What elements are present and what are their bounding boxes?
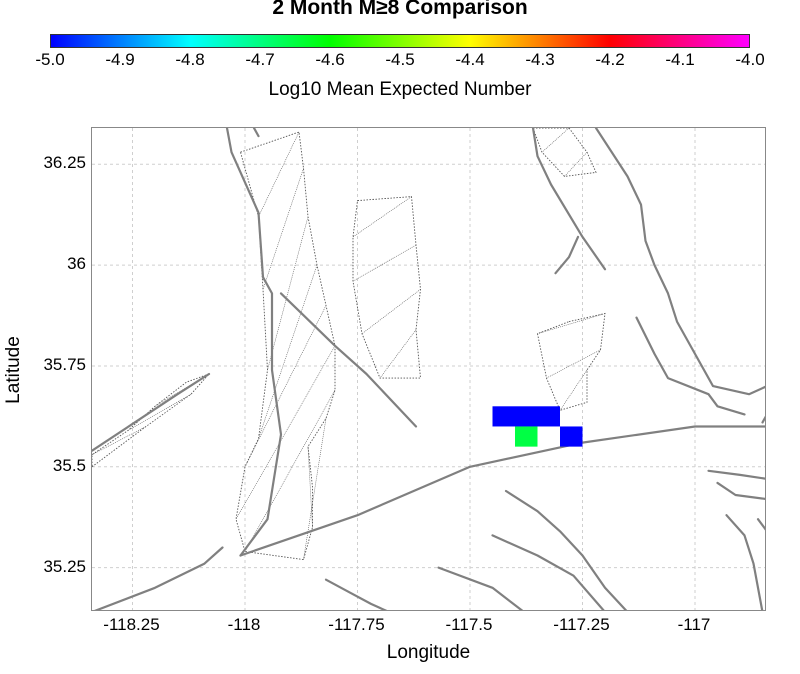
fault-zone-hatch [258, 265, 318, 439]
colorbar-tick-label: -4.1 [665, 50, 695, 69]
fault-zone-hatch [267, 216, 309, 371]
colorbar-tick-label: -4.6 [315, 50, 345, 69]
colorbar-tick-label: -5.0 [35, 50, 65, 69]
colorbar-tick-label: -4.9 [105, 50, 135, 69]
fault-zone-outline [352, 196, 421, 379]
fault-zone-hatch [537, 313, 606, 334]
y-tick-label: 36 [67, 254, 86, 274]
colorbar-tick-label: -4.7 [245, 50, 275, 69]
fault-zone-hatch [361, 289, 421, 334]
map-title: 2 Month M≥8 Comparison [272, 0, 528, 19]
colorbar-tick-label: -4.0 [735, 50, 765, 69]
fault-line [761, 415, 765, 424]
fault-zone-hatch [546, 349, 601, 379]
fault-zone-hatch [262, 168, 304, 290]
x-tick-label: -117.75 [328, 615, 385, 634]
map-canvas [92, 128, 765, 610]
colorbar-tick-label: -4.2 [595, 50, 625, 69]
forecast-cell [515, 426, 538, 447]
x-tick-label: -118 [227, 615, 261, 634]
fault-zone-hatch [541, 128, 570, 153]
fault-line [92, 372, 211, 452]
fault-line [491, 534, 605, 610]
fault-zone-outline [235, 131, 336, 561]
x-tick-label: -117.5 [445, 615, 493, 634]
x-axis-label: Longitude [386, 642, 471, 663]
fault-line [707, 469, 765, 480]
map-plot-area [91, 127, 766, 611]
fault-line [531, 128, 607, 271]
fault-line [635, 316, 746, 416]
fault-zone-hatch [258, 131, 300, 217]
fault-line [279, 292, 418, 428]
fault-line [437, 566, 524, 610]
fault-zone-outline [536, 312, 606, 411]
colorbar-tick-label: -4.3 [525, 50, 555, 69]
x-tick-label: -117.25 [553, 615, 610, 634]
fault-zone-outline [92, 373, 210, 468]
colorbar-label: Log10 Mean Expected Number [268, 79, 532, 100]
fault-zone-hatch [564, 151, 588, 177]
y-axis-label: Latitude [3, 336, 24, 404]
fault-line [716, 481, 765, 500]
x-tick-label: -118.25 [103, 615, 160, 634]
fault-zone-outline [532, 128, 597, 177]
forecast-cell [492, 406, 560, 427]
x-tick-label: -117 [677, 615, 711, 634]
fault-zone-hatch [92, 426, 147, 455]
y-tick-label: 36.25 [43, 153, 86, 173]
fault-line [504, 489, 628, 610]
fault-zone-hatch [307, 446, 313, 528]
y-tick-label: 35.25 [43, 556, 86, 576]
colorbar [50, 34, 750, 48]
fault-line [239, 425, 765, 557]
colorbar-tick-label: -4.4 [455, 50, 485, 69]
y-tick-label: 35.5 [52, 455, 86, 475]
fault-line [324, 578, 388, 610]
fault-zone-hatch [352, 196, 412, 238]
y-tick-label: 35.75 [43, 354, 86, 374]
fault-line [554, 235, 580, 275]
fault-line [225, 128, 283, 557]
fault-line [594, 128, 765, 396]
fault-zone-hatch [352, 244, 417, 282]
forecast-cell [560, 426, 583, 447]
fault-line [756, 518, 765, 531]
colorbar-tick-label: -4.8 [175, 50, 205, 69]
fault-line [252, 128, 260, 138]
fault-zone-hatch [244, 390, 336, 552]
fault-zone-hatch [559, 369, 588, 411]
fault-zone-hatch [235, 345, 336, 520]
fault-zone-hatch [303, 418, 327, 560]
colorbar-tick-label: -4.5 [385, 50, 415, 69]
fault-zone-hatch [244, 305, 327, 467]
fault-line [94, 546, 224, 610]
fault-zone-hatch [127, 393, 192, 431]
fault-zone-hatch [379, 329, 417, 379]
fault-line [725, 514, 764, 610]
